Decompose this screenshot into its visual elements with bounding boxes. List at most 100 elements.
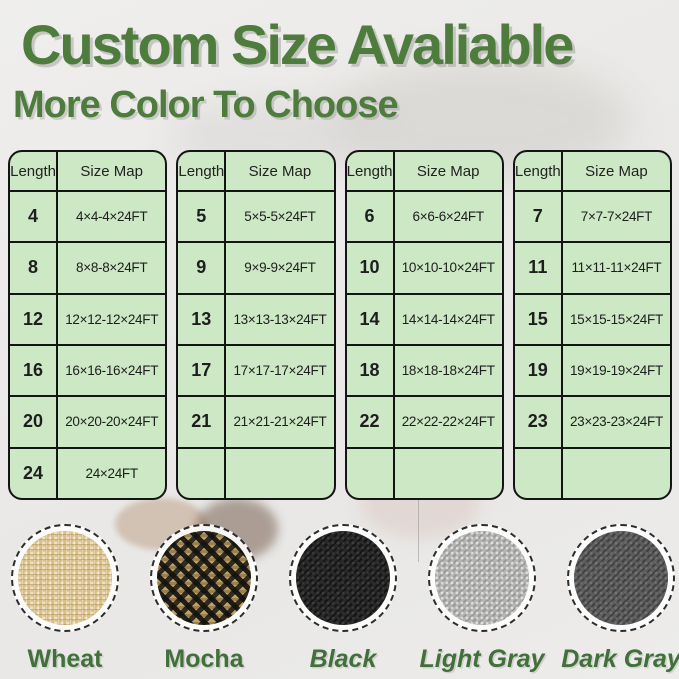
table-row: 7 7×7-7×24FT bbox=[514, 190, 670, 242]
size-map-cell: 11×11-11×24FT bbox=[571, 260, 662, 276]
length-cell: 16 bbox=[10, 345, 59, 396]
size-map-cell: 18×18-18×24FT bbox=[401, 363, 495, 379]
length-column-header: Length bbox=[10, 152, 59, 190]
table-row: 5 5×5-5×24FT bbox=[178, 190, 334, 242]
table-row: 4 4×4-4×24FT bbox=[10, 190, 166, 242]
fabric-texture-wheat bbox=[18, 531, 112, 625]
length-cell bbox=[515, 448, 563, 498]
table-row: 21 21×21-21×24FT bbox=[178, 395, 334, 447]
table-row: 19 19×19-19×24FT bbox=[514, 343, 670, 396]
length-cell: 14 bbox=[347, 294, 395, 344]
table-row: 6 6×6-6×24FT bbox=[346, 190, 502, 242]
table-row: 11 11×11-11×24FT bbox=[514, 241, 670, 293]
size-table-4: Length Size Map 7 7×7-7×24FT 11 11×11-11×24FT… bbox=[512, 150, 672, 500]
length-cell: 24 bbox=[10, 448, 59, 498]
color-swatch-mocha: Mocha bbox=[150, 524, 258, 674]
size-map-cell: 20×20-20×24FT bbox=[65, 414, 159, 430]
table-row bbox=[346, 446, 502, 498]
swatch-label: Wheat bbox=[27, 645, 103, 673]
table-header-row: Length Size Map bbox=[178, 152, 333, 190]
table-row: 16 16×16-16×24FT bbox=[10, 343, 166, 396]
table-header-row: Length Size Map bbox=[515, 152, 670, 190]
length-cell: 9 bbox=[178, 243, 227, 293]
size-map-cell: 24×24FT bbox=[85, 465, 139, 481]
length-cell: 22 bbox=[347, 397, 395, 447]
length-cell: 8 bbox=[10, 243, 59, 293]
table-row: 23 23×23-23×24FT bbox=[514, 395, 670, 447]
length-column-header: Length bbox=[347, 152, 395, 190]
size-map-cell: 9×9-9×24FT bbox=[244, 260, 316, 276]
color-swatch-light-gray: Light Gray bbox=[420, 524, 545, 674]
length-column-header: Length bbox=[178, 152, 227, 190]
size-map-column-header: Size Map bbox=[80, 162, 143, 180]
size-map-cell: 19×19-19×24FT bbox=[569, 363, 663, 379]
length-cell: 15 bbox=[515, 294, 563, 344]
fabric-texture-dark-gray bbox=[574, 531, 668, 625]
size-map-cell: 4×4-4×24FT bbox=[76, 209, 148, 225]
size-map-column-header: Size Map bbox=[248, 162, 312, 180]
fabric-texture-light-gray bbox=[435, 531, 529, 625]
size-map-cell: 13×13-13×24FT bbox=[233, 311, 327, 327]
table-row: 22 22×22-22×24FT bbox=[346, 395, 502, 447]
size-map-cell: 23×23-23×24FT bbox=[569, 414, 663, 430]
table-row: 20 20×20-20×24FT bbox=[10, 395, 166, 447]
table-row: 9 9×9-9×24FT bbox=[178, 241, 334, 293]
size-map-cell bbox=[226, 449, 333, 498]
size-map-cell: 8×8-8×24FT bbox=[76, 260, 148, 276]
table-row: 10 10×10-10×24FT bbox=[346, 241, 502, 293]
table-header-row: Length Size Map bbox=[10, 152, 165, 190]
swatch-dashed-ring bbox=[150, 524, 258, 632]
table-row: 12 12×12-12×24FT bbox=[10, 292, 166, 344]
swatch-label: Black bbox=[309, 645, 377, 673]
length-cell bbox=[347, 448, 395, 498]
length-cell: 7 bbox=[515, 192, 563, 242]
size-map-cell bbox=[395, 449, 502, 498]
table-row bbox=[514, 446, 670, 498]
swatch-label: Light Gray bbox=[419, 645, 545, 673]
size-map-cell: 21×21-21×24FT bbox=[233, 414, 327, 430]
table-row: 15 15×15-15×24FT bbox=[514, 292, 670, 344]
length-cell: 18 bbox=[347, 345, 395, 396]
size-map-cell: 12×12-12×24FT bbox=[65, 311, 159, 327]
color-swatch-wheat: Wheat bbox=[11, 524, 119, 674]
color-swatch-dark-gray: Dark Gray bbox=[561, 524, 679, 674]
length-cell: 17 bbox=[178, 345, 227, 396]
table-row: 18 18×18-18×24FT bbox=[346, 343, 502, 396]
length-cell: 12 bbox=[10, 294, 59, 344]
length-cell: 4 bbox=[10, 192, 59, 242]
size-table-3: Length Size Map 6 6×6-6×24FT 10 10×10-10×24FT… bbox=[344, 150, 504, 500]
size-map-cell: 10×10-10×24FT bbox=[401, 260, 495, 276]
length-cell: 6 bbox=[347, 192, 395, 242]
size-map-cell: 6×6-6×24FT bbox=[412, 209, 485, 225]
size-table-1: Length Size Map 4 4×4-4×24FT 8 8×8-8×24FT 12 12… bbox=[8, 150, 168, 500]
color-swatch-list: Wheat Mocha Black Light Gray Dark Gray bbox=[0, 524, 679, 674]
length-cell: 11 bbox=[515, 243, 563, 293]
table-row: 13 13×13-13×24FT bbox=[178, 292, 334, 344]
length-column-header: Length bbox=[515, 152, 563, 190]
length-cell: 13 bbox=[178, 294, 227, 344]
length-cell: 20 bbox=[10, 397, 59, 447]
size-map-column-header: Size Map bbox=[416, 162, 480, 180]
size-map-cell: 22×22-22×24FT bbox=[401, 414, 495, 430]
table-row: 8 8×8-8×24FT bbox=[10, 241, 166, 293]
size-table-2: Length Size Map 5 5×5-5×24FT 9 9×9-9×24FT 13 13… bbox=[176, 150, 336, 500]
swatch-dashed-ring bbox=[289, 524, 397, 632]
size-map-cell: 16×16-16×24FT bbox=[65, 363, 159, 379]
color-swatch-black: Black bbox=[289, 524, 397, 674]
length-cell bbox=[178, 448, 227, 498]
table-header-row: Length Size Map bbox=[347, 152, 502, 190]
length-cell: 21 bbox=[178, 397, 227, 447]
length-cell: 5 bbox=[178, 192, 227, 242]
table-row: 24 24×24FT bbox=[10, 446, 166, 498]
fabric-texture-black bbox=[296, 531, 390, 625]
swatch-dashed-ring bbox=[428, 524, 536, 632]
size-map-cell: 7×7-7×24FT bbox=[580, 209, 653, 225]
swatch-label: Dark Gray bbox=[561, 645, 679, 673]
length-cell: 10 bbox=[347, 243, 395, 293]
length-cell: 19 bbox=[515, 345, 563, 396]
size-map-cell bbox=[563, 449, 670, 498]
size-map-cell: 5×5-5×24FT bbox=[244, 209, 316, 225]
swatch-label: Mocha bbox=[164, 645, 244, 673]
page-subtitle: More Color To Choose bbox=[13, 84, 399, 126]
